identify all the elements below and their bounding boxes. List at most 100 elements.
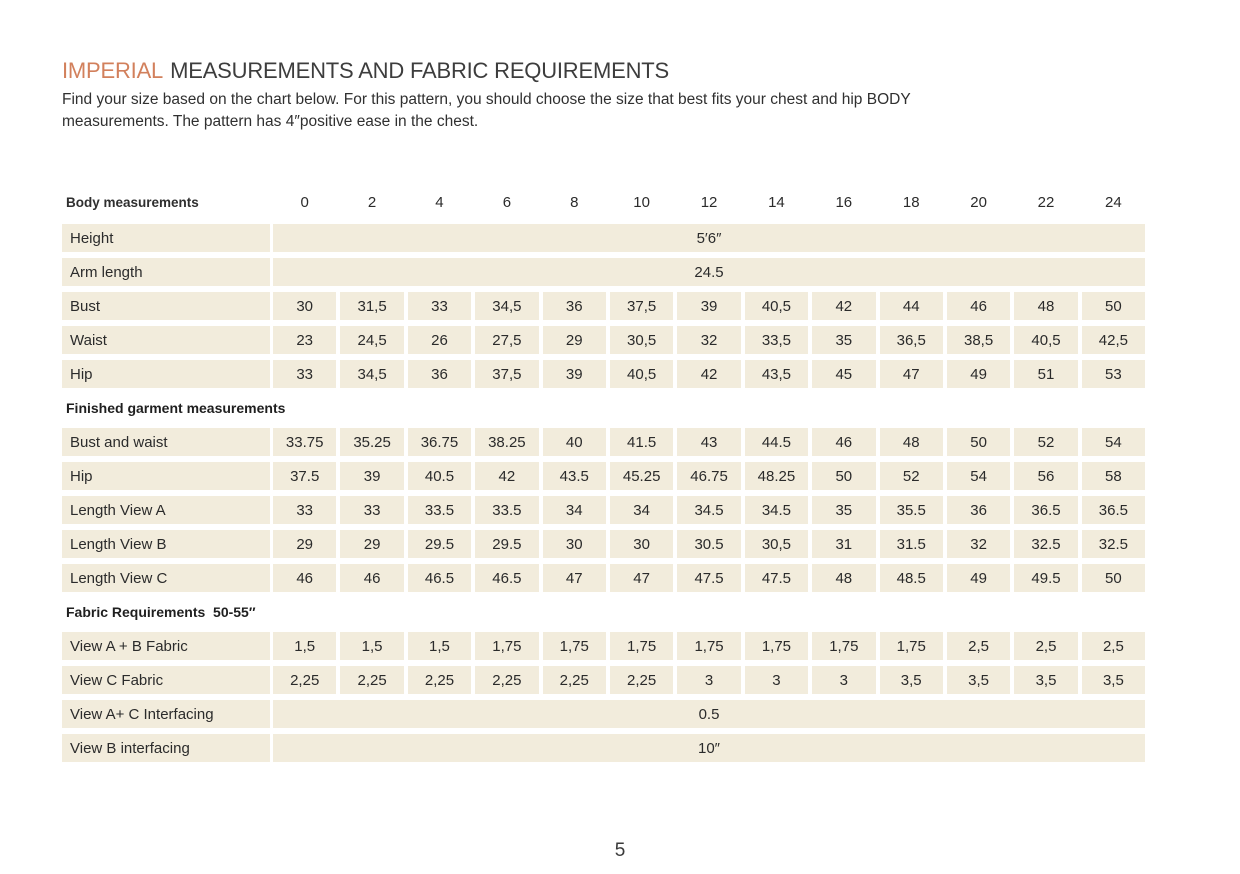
value-cell: 46 — [812, 428, 876, 456]
value-cell: 42 — [475, 462, 539, 490]
value-cell: 3 — [812, 666, 876, 694]
value-cell: 1,75 — [609, 632, 674, 660]
table-row: Arm length 24.5 — [62, 258, 1145, 286]
row-span-value: 5′6″ — [273, 224, 1145, 252]
value-cell: 2,25 — [407, 666, 472, 694]
value-cell: 46 — [273, 564, 337, 592]
value-cell: 36 — [407, 360, 472, 388]
row-label: Length View B — [62, 530, 270, 558]
row-label: Bust — [62, 292, 270, 320]
value-cell: 42 — [812, 292, 876, 320]
page-title-rest: MEASUREMENTS AND FABRIC REQUIREMENTS — [170, 58, 669, 83]
value-cell: 46 — [340, 564, 404, 592]
section-header-label: Finished garment measurements — [66, 400, 286, 416]
row-label: Waist — [62, 326, 270, 354]
value-cell: 1,75 — [542, 632, 606, 660]
value-cell: 46.75 — [677, 462, 741, 490]
value-cell: 29 — [340, 530, 404, 558]
row-cells: 2,25 2,25 2,25 2,25 2,25 2,25 3 3 3 3,5 3,5 3,5 3,5 — [273, 666, 1146, 694]
value-cell: 30,5 — [609, 326, 674, 354]
size-column-header: 8 — [570, 193, 579, 211]
value-cell: 44 — [879, 292, 943, 320]
value-cell: 2,5 — [1014, 632, 1078, 660]
value-cell: 47 — [609, 564, 674, 592]
value-cell: 40,5 — [744, 292, 809, 320]
table-row: Length View C 46 46 46.5 46.5 47 47 47.5 47.5 48 4… — [62, 564, 1146, 592]
value-cell: 48.5 — [879, 564, 943, 592]
value-cell: 1,5 — [340, 632, 404, 660]
value-cell: 33 — [273, 360, 337, 388]
value-cell: 46 — [946, 292, 1011, 320]
row-label: View A+ C Interfacing — [62, 700, 270, 728]
value-cell: 46.5 — [407, 564, 472, 592]
value-cell: 36 — [542, 292, 606, 320]
value-cell: 48.25 — [744, 462, 809, 490]
value-cell: 2,25 — [609, 666, 674, 694]
table-row: View C Fabric 2,25 2,25 2,25 2,25 2,25 2,25 3 3 3… — [62, 666, 1146, 694]
value-cell: 58 — [1081, 462, 1146, 490]
value-cell: 34.5 — [744, 496, 809, 524]
size-column-header: 16 — [835, 193, 853, 211]
value-cell: 39 — [542, 360, 606, 388]
value-cell: 1,75 — [677, 632, 741, 660]
value-cell: 1,75 — [475, 632, 539, 660]
value-cell: 37.5 — [273, 462, 337, 490]
value-cell: 27,5 — [475, 326, 539, 354]
value-cell: 34.5 — [677, 496, 741, 524]
table-row: Height 5′6″ — [62, 224, 1145, 252]
value-cell: 49.5 — [1014, 564, 1078, 592]
row-span-value: 0.5 — [273, 700, 1145, 728]
row-label: Hip — [62, 360, 270, 388]
value-cell: 37,5 — [475, 360, 539, 388]
value-cell: 52 — [879, 462, 943, 490]
value-cell: 29 — [542, 326, 606, 354]
value-cell: 50 — [1081, 564, 1146, 592]
value-cell: 2,25 — [273, 666, 337, 694]
row-cells: 37.5 39 40.5 42 43.5 45.25 46.75 48.25 50 52 54 56 5… — [273, 462, 1146, 490]
value-cell: 44.5 — [744, 428, 809, 456]
size-column-header: 24 — [1105, 193, 1122, 211]
value-cell: 56 — [1014, 462, 1078, 490]
row-label: Arm length — [62, 258, 270, 286]
value-cell: 36.75 — [407, 428, 472, 456]
intro-text: Find your size based on the chart below.… — [62, 89, 911, 133]
row-cells: 33.75 35.25 36.75 38.25 40 41.5 43 44.5 46 48 50 52… — [273, 428, 1146, 456]
value-cell: 52 — [1014, 428, 1078, 456]
value-cell: 2,25 — [475, 666, 539, 694]
row-label: Bust and waist — [62, 428, 270, 456]
value-cell: 3,5 — [879, 666, 943, 694]
value-cell: 50 — [946, 428, 1011, 456]
value-cell: 1,75 — [812, 632, 876, 660]
table-header-label: Body measurements — [66, 194, 199, 210]
table-header-row: Body measurements 0 2 4 6 8 10 12 14 16 18 20 22 24 — [62, 190, 1145, 214]
table-row: Bust and waist 33.75 35.25 36.75 38.25 40 41.5… — [62, 428, 1146, 456]
value-cell: 33.75 — [273, 428, 337, 456]
value-cell: 36.5 — [1014, 496, 1078, 524]
value-cell: 29.5 — [475, 530, 539, 558]
row-label: Length View C — [62, 564, 270, 592]
table-row: View A+ C Interfacing 0.5 — [62, 700, 1145, 728]
table-row: Bust 30 31,5 33 34,5 36 37,5 39 40,5 42 44 46 48 50 — [62, 292, 1146, 320]
value-cell: 47.5 — [677, 564, 741, 592]
value-cell: 45 — [812, 360, 876, 388]
intro-line-1: Find your size based on the chart below.… — [62, 91, 911, 108]
value-cell: 49 — [946, 360, 1011, 388]
row-cells: 33 34,5 36 37,5 39 40,5 42 43,5 45 47 49 51 53 — [273, 360, 1146, 388]
value-cell: 33 — [407, 292, 472, 320]
value-cell: 48 — [1014, 292, 1078, 320]
value-cell: 53 — [1081, 360, 1146, 388]
value-cell: 50 — [1081, 292, 1146, 320]
section-header-label: Fabric Requirements 50-55″ — [66, 604, 256, 620]
table-row: Waist 23 24,5 26 27,5 29 30,5 32 33,5 35 36,5 38,5 4… — [62, 326, 1146, 354]
value-cell: 40.5 — [407, 462, 472, 490]
row-cells: 23 24,5 26 27,5 29 30,5 32 33,5 35 36,5 38,5 40,5 42… — [273, 326, 1146, 354]
value-cell: 34 — [609, 496, 674, 524]
value-cell: 41.5 — [609, 428, 674, 456]
value-cell: 46.5 — [475, 564, 539, 592]
value-cell: 36,5 — [879, 326, 943, 354]
section-header-row: Finished garment measurements — [62, 394, 1145, 422]
value-cell: 49 — [946, 564, 1011, 592]
value-cell: 2,5 — [1081, 632, 1146, 660]
value-cell: 30 — [273, 292, 337, 320]
